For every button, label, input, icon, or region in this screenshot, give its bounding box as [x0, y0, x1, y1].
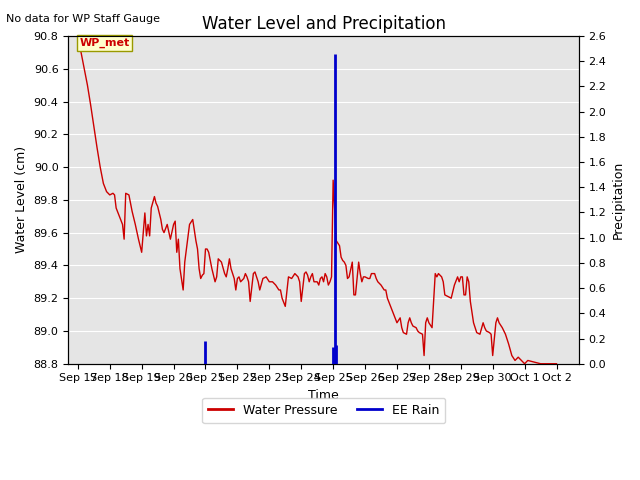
Y-axis label: Precipitation: Precipitation	[612, 161, 625, 239]
Legend: Water Pressure, EE Rain: Water Pressure, EE Rain	[202, 397, 445, 423]
Y-axis label: Water Level (cm): Water Level (cm)	[15, 146, 28, 253]
Title: Water Level and Precipitation: Water Level and Precipitation	[202, 15, 445, 33]
Text: WP_met: WP_met	[79, 38, 130, 48]
Text: No data for WP Staff Gauge: No data for WP Staff Gauge	[6, 14, 161, 24]
X-axis label: Time: Time	[308, 389, 339, 402]
